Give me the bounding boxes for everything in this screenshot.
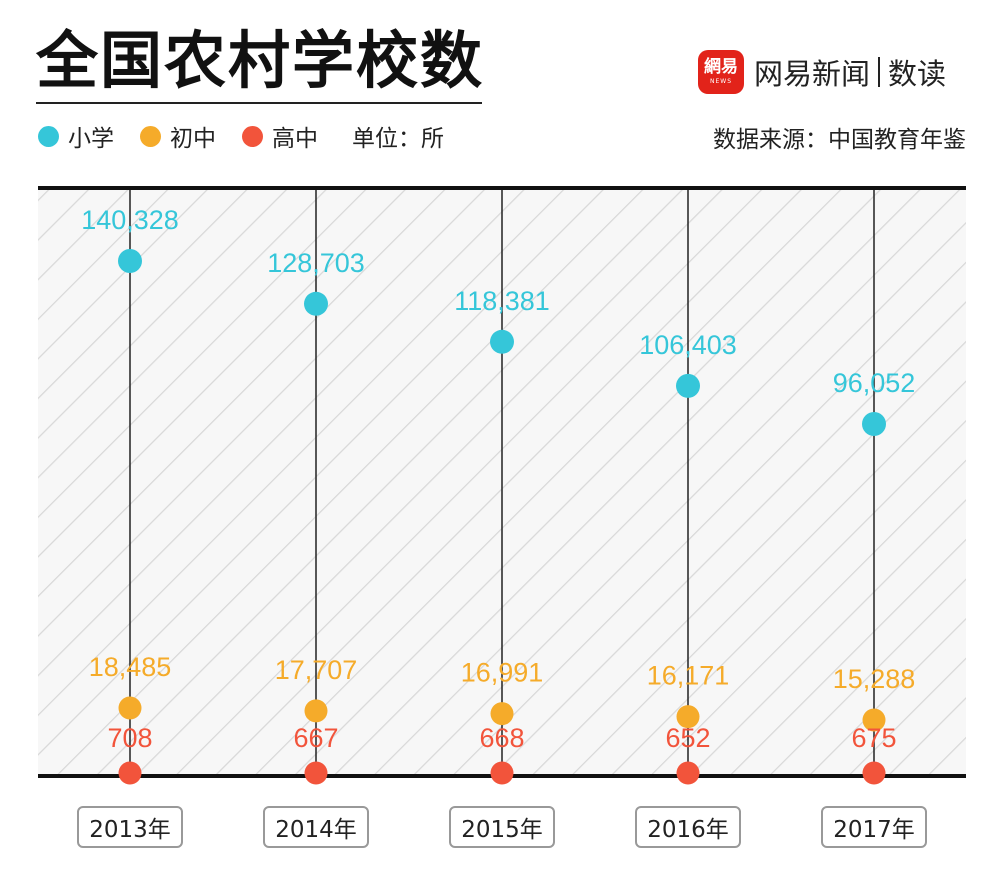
data-label-s3-3: 668	[479, 723, 524, 753]
legend-label-middle: 初中	[170, 126, 216, 152]
x-tick-label-5: 2017年	[821, 806, 927, 848]
chart-title: 全国农村学校数	[36, 24, 485, 97]
data-point-s1-2	[304, 291, 328, 316]
legend-item-middle: 初中	[140, 119, 216, 153]
data-label-s1-1: 140,328	[81, 205, 179, 235]
x-tick-label-1: 2013年	[77, 806, 183, 848]
legend-label-high: 高中	[272, 126, 318, 152]
data-label-s2-2: 17,707	[275, 655, 358, 685]
title-underline	[36, 102, 482, 104]
data-point-s3-5	[862, 761, 886, 785]
data-point-s2-4	[676, 705, 700, 729]
brand-logo-text: 網易	[704, 57, 738, 77]
legend-dot-primary	[38, 125, 59, 147]
data-label-s1-4: 106,403	[639, 330, 737, 360]
data-point-s3-4	[676, 761, 700, 785]
x-tick-label-2: 2014年	[263, 806, 369, 848]
brand-separator	[878, 57, 881, 87]
data-label-s2-4: 16,171	[647, 661, 730, 691]
data-point-s3-2	[304, 761, 328, 785]
data-label-s2-1: 18,485	[89, 652, 172, 682]
legend-dot-high	[242, 125, 263, 147]
data-point-s2-2	[304, 699, 328, 723]
data-label-s1-5: 96,052	[833, 368, 916, 398]
x-tick-label-3: 2015年	[449, 806, 555, 848]
data-point-s1-5	[862, 412, 886, 436]
data-label-s1-2: 128,703	[267, 248, 365, 278]
brand-logo-subtext: NEWS	[709, 78, 733, 85]
brand-name: 网易新闻	[754, 57, 871, 91]
brand: 網易 NEWS 网易新闻 数读	[698, 50, 946, 94]
data-label-s1-3: 118,381	[454, 286, 550, 316]
data-point-s1-3	[490, 329, 514, 354]
data-point-s2-5	[862, 708, 886, 732]
data-label-s3-5: 675	[851, 723, 896, 753]
legend-label-primary: 小学	[68, 126, 114, 152]
legend-dot-middle	[140, 125, 161, 147]
data-label-s2-5: 15,288	[833, 664, 916, 694]
data-point-s1-4	[676, 373, 700, 398]
legend-item-primary: 小学	[38, 119, 114, 153]
legend-item-high: 高中	[242, 119, 318, 153]
brand-subtitle: 数读	[888, 57, 947, 91]
unit-label: 单位：所	[352, 126, 444, 152]
legend: 小学 初中 高中 单位：所	[38, 120, 444, 152]
data-label-s3-2: 667	[293, 723, 338, 753]
source-note: 数据来源：中国教育年鉴	[713, 127, 966, 153]
data-label-s2-3: 16,991	[461, 658, 544, 688]
brand-logo: 網易 NEWS	[698, 50, 744, 94]
data-point-s2-3	[490, 702, 514, 726]
x-tick-label-4: 2016年	[635, 806, 741, 848]
data-point-s2-1	[118, 696, 142, 720]
data-point-s3-1	[118, 761, 142, 785]
data-label-s3-1: 708	[107, 723, 152, 753]
data-point-s3-3	[490, 761, 514, 785]
data-point-s1-1	[118, 249, 142, 273]
data-label-s3-4: 652	[665, 723, 710, 753]
